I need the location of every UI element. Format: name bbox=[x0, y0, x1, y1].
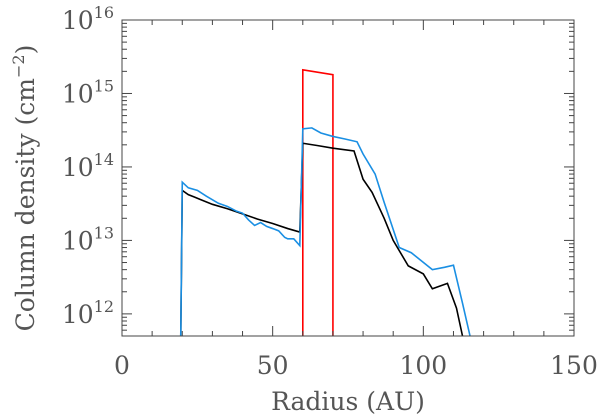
y-axis-title-suffix: ) bbox=[11, 45, 40, 55]
ticks-layer bbox=[121, 19, 575, 337]
y-tick-label-base: 10 bbox=[62, 226, 94, 255]
y-tick-label: 1012 bbox=[62, 297, 114, 329]
y-axis-title-exponent: −2 bbox=[9, 54, 28, 78]
y-tick-label-exponent: 16 bbox=[94, 3, 114, 22]
y-tick-label-base: 10 bbox=[62, 79, 94, 108]
y-tick-label-exponent: 12 bbox=[94, 297, 114, 316]
series-layer bbox=[179, 68, 471, 336]
y-axis-title-prefix: Column density (cm bbox=[11, 78, 40, 332]
y-tick-label-base: 10 bbox=[62, 153, 94, 182]
y-tick-label: 1014 bbox=[62, 150, 114, 182]
x-tick-label: 50 bbox=[257, 351, 289, 380]
x-tick-label: 100 bbox=[399, 351, 447, 380]
y-tick-label-base: 10 bbox=[62, 6, 94, 35]
y-tick-label-exponent: 13 bbox=[94, 223, 114, 242]
x-tick-label: 0 bbox=[114, 351, 130, 380]
series-line-blue bbox=[179, 127, 471, 336]
plot-frame bbox=[121, 19, 575, 337]
y-tick-label: 1013 bbox=[62, 223, 114, 255]
y-tick-label-exponent: 15 bbox=[94, 76, 114, 95]
y-axis-title: Column density (cm−2) bbox=[9, 45, 40, 332]
y-tick-label: 1016 bbox=[62, 3, 114, 35]
y-tick-label: 1015 bbox=[62, 76, 114, 108]
x-axis-title: Radius (AU) bbox=[271, 387, 425, 416]
series-line-black bbox=[179, 142, 464, 336]
y-tick-label-base: 10 bbox=[62, 300, 94, 329]
x-tick-label: 150 bbox=[550, 351, 598, 380]
series-line-red bbox=[302, 68, 334, 336]
y-tick-label-exponent: 14 bbox=[94, 150, 114, 169]
